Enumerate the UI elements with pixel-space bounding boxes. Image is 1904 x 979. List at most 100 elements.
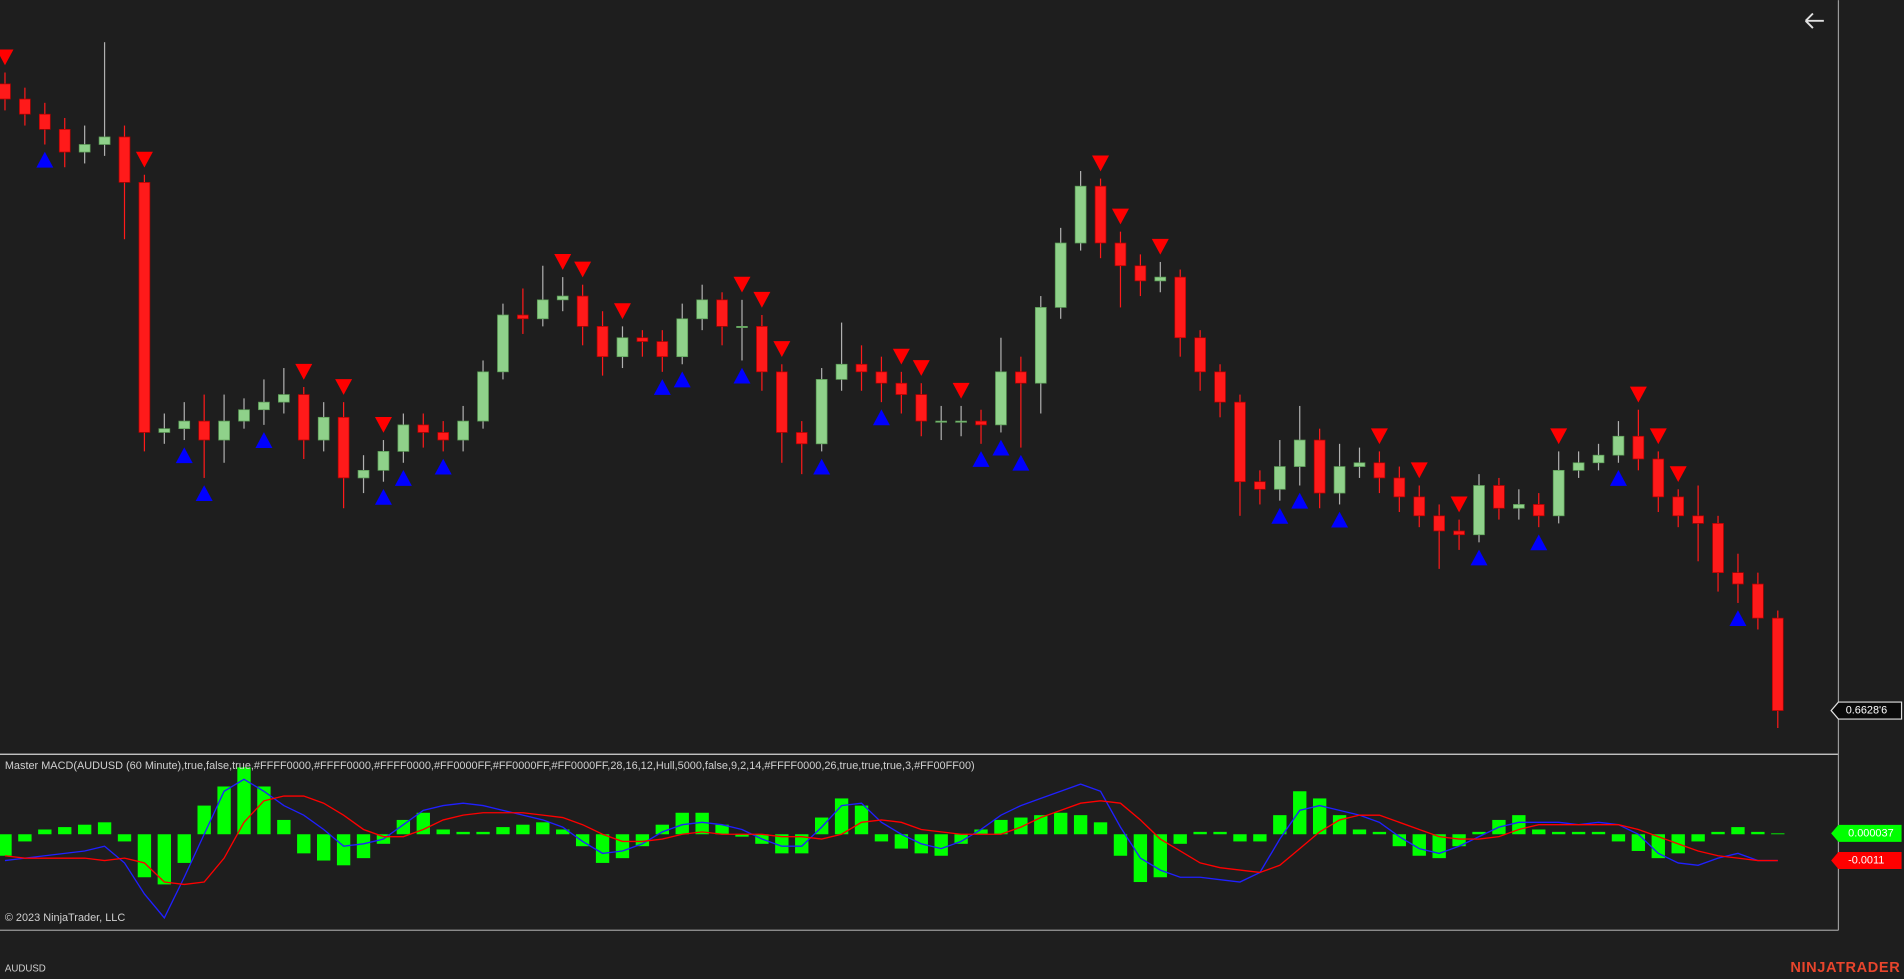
- histogram-bar: [874, 834, 889, 842]
- candle-body: [397, 424, 410, 452]
- sell-signal: [1550, 428, 1568, 445]
- candle-body: [975, 420, 987, 426]
- candle-body: [118, 136, 131, 183]
- back-button[interactable]: [1804, 12, 1824, 29]
- candle-body: [596, 326, 609, 358]
- histogram-bar: [1631, 834, 1646, 851]
- histogram-bar: [157, 834, 172, 885]
- candle-body: [676, 318, 689, 358]
- candle-body: [935, 420, 948, 423]
- sell-signal: [0, 49, 14, 66]
- sell-signal: [574, 261, 592, 278]
- candle-body: [278, 394, 290, 403]
- macd-line: [4, 778, 1778, 920]
- candle-body: [1074, 185, 1087, 244]
- candle-body: [1034, 307, 1047, 384]
- candle-body: [1532, 504, 1545, 517]
- histogram-bar: [1093, 822, 1108, 835]
- histogram-bar: [1273, 815, 1287, 835]
- candle-body: [417, 424, 430, 433]
- buy-signal: [872, 409, 890, 426]
- histogram-bar: [1014, 817, 1028, 835]
- histogram-bar: [1054, 812, 1068, 835]
- histogram-bar: [1552, 831, 1566, 835]
- candle-body: [955, 420, 967, 423]
- candle-body: [536, 299, 549, 320]
- histogram-bar: [137, 834, 152, 878]
- candle-body: [1333, 466, 1346, 494]
- candle-body: [1612, 435, 1625, 456]
- candle-body: [1174, 276, 1187, 339]
- histogram-bar: [0, 834, 12, 856]
- candle-body: [1672, 496, 1685, 517]
- candle-body: [1054, 242, 1067, 308]
- value-box: [1831, 852, 1902, 870]
- histogram-bar: [994, 819, 1008, 835]
- histogram-bar: [934, 834, 948, 856]
- sell-signal: [1649, 428, 1667, 445]
- candle-body: [1194, 337, 1206, 373]
- histogram-bar: [1372, 831, 1387, 835]
- buy-signal: [374, 488, 392, 505]
- histogram-bar: [416, 812, 430, 835]
- buy-signal: [733, 367, 751, 384]
- histogram-bar: [277, 819, 291, 835]
- candle-body: [1433, 515, 1445, 532]
- sell-signal: [335, 379, 353, 395]
- candle-body: [1712, 523, 1724, 574]
- value-box: [1831, 824, 1902, 842]
- axis-layer: 0.6628'6 0.000037 -0.0011: [1830, 701, 1903, 870]
- candle-body: [497, 314, 509, 373]
- histogram-bar: [735, 834, 749, 837]
- candle-body: [1254, 481, 1266, 490]
- histogram-bar: [217, 786, 231, 835]
- histogram-bar: [456, 831, 470, 835]
- candle-body: [1513, 504, 1525, 509]
- sell-signal: [1410, 462, 1428, 479]
- brand-logo: NINJATRADER: [1790, 960, 1900, 976]
- histogram-bar: [1113, 834, 1128, 856]
- candle-body: [1552, 469, 1565, 517]
- histogram-bar: [954, 834, 968, 844]
- buy-signal: [813, 458, 831, 475]
- histogram-bar: [1153, 834, 1167, 878]
- histogram-bar: [177, 834, 191, 863]
- candle-body: [1592, 454, 1605, 464]
- histogram-bar: [1073, 815, 1088, 835]
- candle-body: [1732, 572, 1744, 585]
- sell-signal: [374, 416, 392, 433]
- buy-signal: [36, 151, 54, 168]
- candle-body: [1293, 439, 1306, 467]
- candle-body: [576, 295, 589, 327]
- candle-body: [1273, 466, 1286, 490]
- candle-body: [776, 371, 788, 433]
- histogram-bar: [695, 812, 709, 835]
- value-box-label: -0.0011: [1848, 854, 1884, 866]
- candle-body: [1413, 496, 1426, 517]
- candle-body: [1114, 242, 1127, 267]
- buy-signal: [1291, 492, 1309, 509]
- histogram-bar: [894, 834, 909, 849]
- histogram-bar: [615, 834, 630, 859]
- candle-body: [1134, 265, 1147, 282]
- sell-signal: [1370, 428, 1388, 445]
- candle-body: [198, 420, 211, 441]
- histogram-bar: [1233, 834, 1247, 842]
- histogram-bar: [675, 812, 689, 835]
- histogram-bar: [1034, 815, 1048, 835]
- sell-signal: [1151, 238, 1169, 255]
- buy-signal: [175, 447, 193, 464]
- histogram-bar: [396, 819, 411, 835]
- histogram-bar: [1532, 829, 1546, 835]
- sell-signal: [554, 254, 572, 270]
- candle-body: [656, 341, 669, 358]
- candle-body: [477, 371, 489, 422]
- histogram-bar: [1731, 827, 1745, 835]
- candle-body: [875, 371, 888, 384]
- histogram-bar: [1571, 831, 1586, 835]
- candle-body: [835, 363, 848, 380]
- histogram-bar: [117, 834, 132, 842]
- candle-body: [995, 371, 1007, 426]
